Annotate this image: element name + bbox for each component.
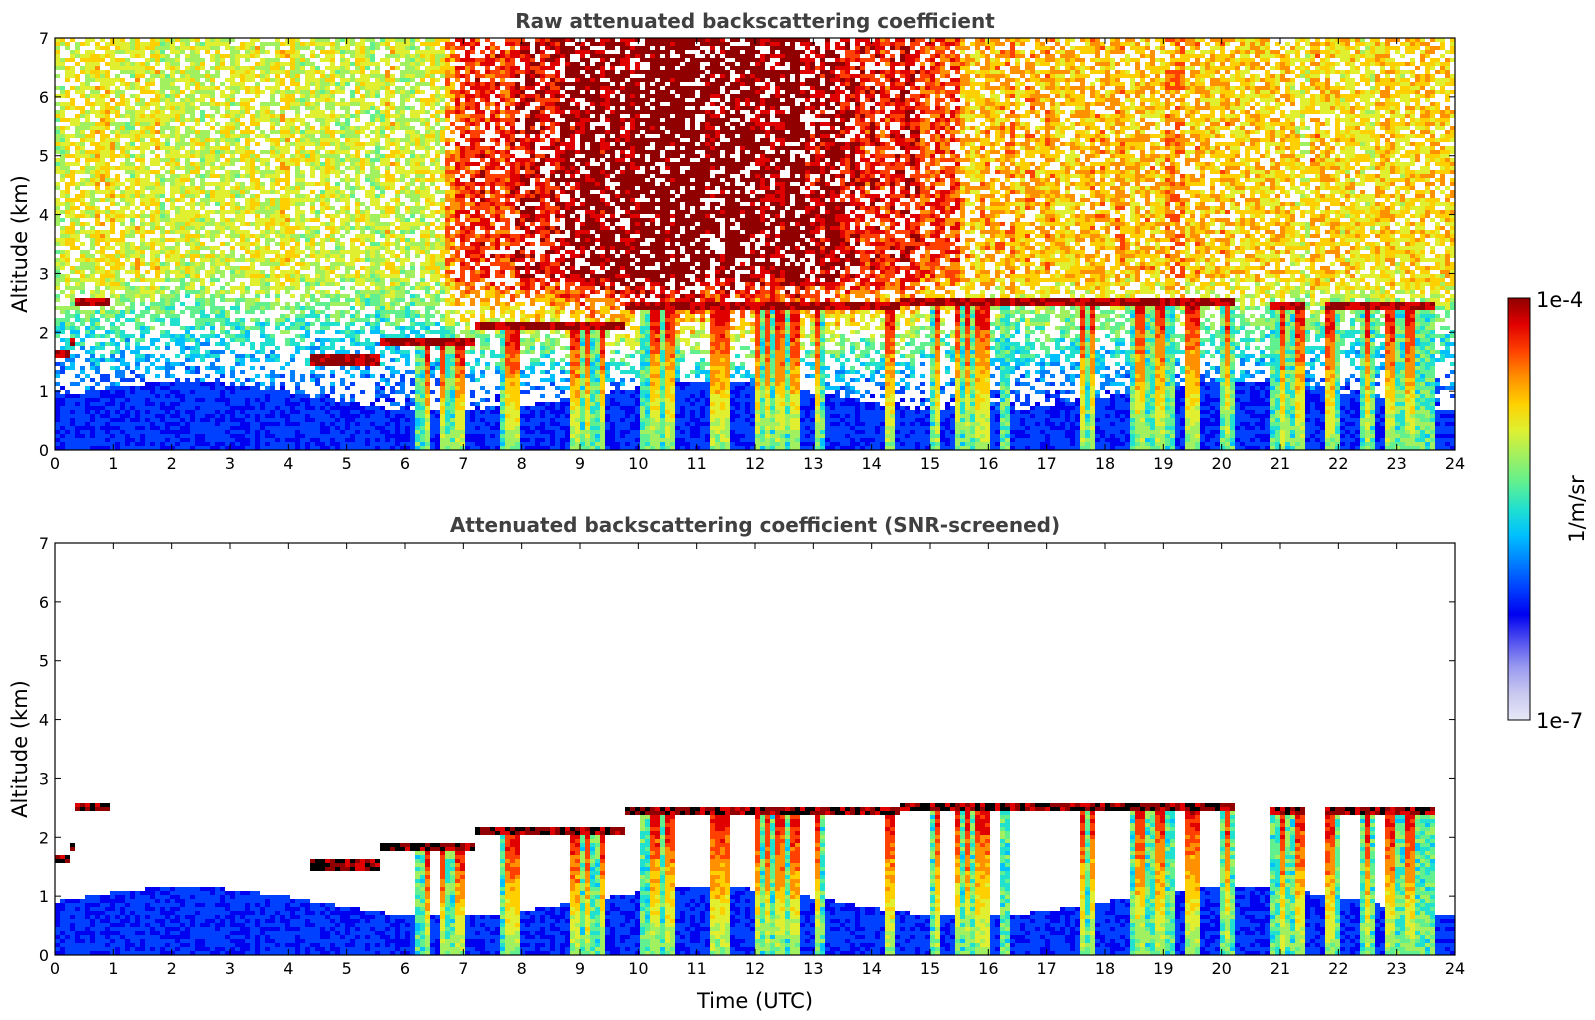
x-tick-label: 9 — [575, 959, 585, 978]
colorbar-gradient — [1507, 297, 1531, 721]
y-tick-label: 7 — [39, 534, 49, 553]
x-tick-label: 10 — [628, 959, 648, 978]
x-tick-label: 9 — [575, 454, 585, 473]
x-tick-label: 21 — [1270, 959, 1290, 978]
x-tick-label: 1 — [108, 959, 118, 978]
raw-x-ticks: 0 1 2 3 4 5 6 7 8 9 10 11 12 13 14 15 16 17 18 19 20 21 22 23 24 — [50, 38, 1465, 473]
x-tick-label: 14 — [861, 454, 881, 473]
raw-panel-title: Raw attenuated backscattering coefficien… — [515, 9, 995, 33]
screened-y-axis-label: Altitude (km) — [8, 680, 32, 818]
y-tick-label: 6 — [39, 593, 49, 612]
x-tick-label: 15 — [920, 454, 940, 473]
y-tick-label: 5 — [39, 652, 49, 671]
x-tick-label: 18 — [1095, 454, 1115, 473]
x-tick-label: 18 — [1095, 959, 1115, 978]
x-tick-label: 24 — [1445, 454, 1465, 473]
colorbar-min-label: 1e-7 — [1536, 709, 1583, 733]
screened-x-ticks: 0 1 2 3 4 5 6 7 8 9 10 11 12 13 14 15 16 17 18 19 20 21 22 23 24 — [50, 543, 1465, 978]
x-tick-label: 24 — [1445, 959, 1465, 978]
raw-y-ticks: 0 1 2 3 4 5 6 7 — [39, 29, 1455, 460]
y-tick-label: 7 — [39, 29, 49, 48]
x-tick-label: 11 — [686, 959, 706, 978]
x-tick-label: 0 — [50, 959, 60, 978]
x-tick-label: 20 — [1211, 959, 1231, 978]
y-tick-label: 2 — [39, 828, 49, 847]
x-tick-label: 12 — [745, 959, 765, 978]
x-tick-label: 14 — [861, 959, 881, 978]
x-tick-label: 23 — [1386, 454, 1406, 473]
x-tick-label: 0 — [50, 454, 60, 473]
raw-heatmap-area — [55, 38, 1455, 450]
y-tick-label: 4 — [39, 206, 49, 225]
x-tick-label: 19 — [1153, 959, 1173, 978]
y-tick-label: 0 — [39, 441, 49, 460]
x-tick-label: 2 — [167, 454, 177, 473]
x-tick-label: 4 — [283, 454, 293, 473]
x-tick-label: 12 — [745, 454, 765, 473]
screened-heatmap-area — [55, 803, 1455, 955]
x-tick-label: 22 — [1328, 454, 1348, 473]
y-tick-label: 5 — [39, 147, 49, 166]
y-tick-label: 6 — [39, 88, 49, 107]
x-tick-label: 2 — [167, 959, 177, 978]
x-tick-label: 7 — [458, 959, 468, 978]
x-tick-label: 13 — [803, 454, 823, 473]
x-tick-label: 17 — [1036, 959, 1056, 978]
x-tick-label: 7 — [458, 454, 468, 473]
x-tick-label: 4 — [283, 959, 293, 978]
x-tick-label: 6 — [400, 454, 410, 473]
x-tick-label: 16 — [978, 959, 998, 978]
y-tick-label: 1 — [39, 887, 49, 906]
x-tick-label: 17 — [1036, 454, 1056, 473]
x-tick-label: 8 — [517, 959, 527, 978]
y-tick-label: 3 — [39, 264, 49, 283]
y-tick-label: 1 — [39, 382, 49, 401]
colorbar: 1e-4 1e-7 1/m/sr — [1507, 288, 1589, 733]
x-tick-label: 11 — [686, 454, 706, 473]
x-axis-label: Time (UTC) — [696, 989, 813, 1013]
x-tick-label: 15 — [920, 959, 940, 978]
x-tick-label: 21 — [1270, 454, 1290, 473]
colorbar-max-label: 1e-4 — [1536, 288, 1583, 312]
x-tick-label: 13 — [803, 959, 823, 978]
screened-backscatter-panel: Attenuated backscattering coefficient (S… — [8, 513, 1465, 1013]
x-tick-label: 1 — [108, 454, 118, 473]
raw-y-axis-label: Altitude (km) — [8, 175, 32, 313]
y-tick-label: 0 — [39, 946, 49, 965]
x-tick-label: 22 — [1328, 959, 1348, 978]
y-tick-label: 4 — [39, 711, 49, 730]
x-tick-label: 3 — [225, 454, 235, 473]
y-tick-label: 2 — [39, 323, 49, 342]
x-tick-label: 19 — [1153, 454, 1173, 473]
x-tick-label: 16 — [978, 454, 998, 473]
x-tick-label: 5 — [342, 454, 352, 473]
x-tick-label: 6 — [400, 959, 410, 978]
x-tick-label: 10 — [628, 454, 648, 473]
screened-panel-title: Attenuated backscattering coefficient (S… — [450, 513, 1060, 537]
x-tick-label: 8 — [517, 454, 527, 473]
y-tick-label: 3 — [39, 769, 49, 788]
x-tick-label: 20 — [1211, 454, 1231, 473]
raw-backscatter-panel: Raw attenuated backscattering coefficien… — [8, 9, 1465, 473]
x-tick-label: 5 — [342, 959, 352, 978]
x-tick-label: 23 — [1386, 959, 1406, 978]
screened-y-ticks: 0 1 2 3 4 5 6 7 — [39, 534, 1455, 965]
x-tick-label: 3 — [225, 959, 235, 978]
colorbar-label: 1/m/sr — [1565, 475, 1589, 543]
